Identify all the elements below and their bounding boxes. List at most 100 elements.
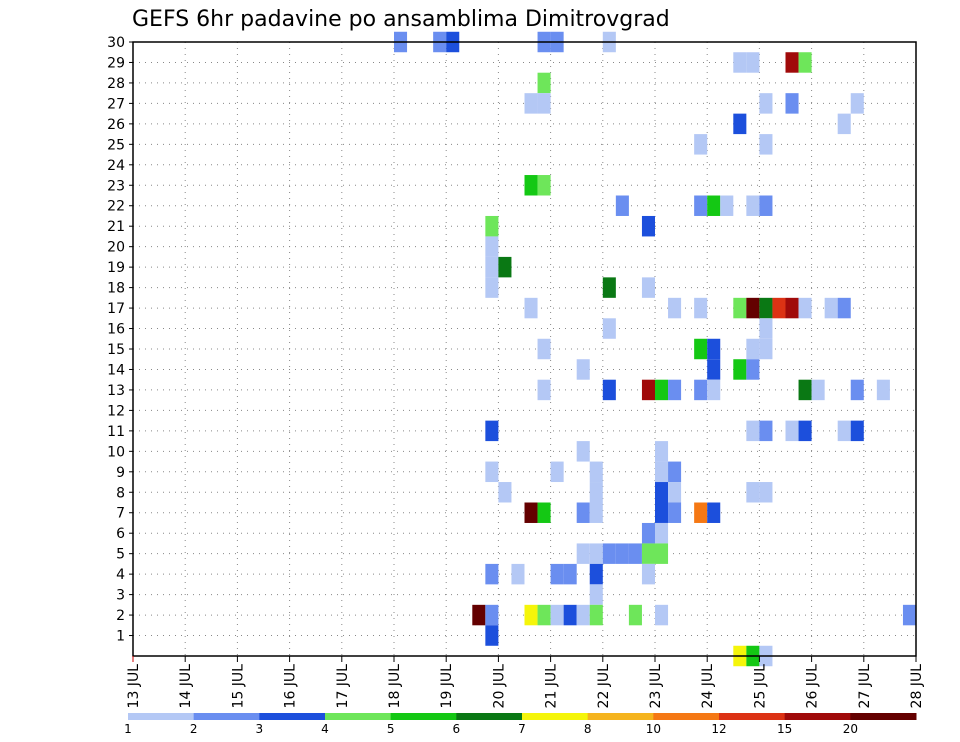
data-cell [707,502,721,523]
y-tick-label: 9 [116,465,125,481]
x-tick-label: 13 JUL [126,664,142,709]
data-cell [589,461,603,483]
data-cell [837,113,851,135]
data-cell [537,175,551,196]
data-cell [694,338,708,360]
y-tick-label: 22 [107,199,125,215]
legend-label: 10 [646,722,661,736]
legend-swatch [325,713,392,720]
data-cell [589,543,603,564]
x-tick-label: 15 JUL [230,664,246,709]
x-tick-label: 19 JUL [439,664,455,709]
legend-swatch [128,713,195,720]
data-cell [563,604,577,626]
data-cell [576,604,590,626]
data-cell [602,318,616,339]
legend-label: 15 [777,722,792,736]
x-tick-label: 26 JUL [805,664,821,709]
y-tick-label: 26 [107,117,125,133]
data-cell [759,420,773,442]
data-cell [550,461,564,483]
data-cell [498,256,512,278]
data-cell [641,215,655,237]
legend-swatch [850,713,917,720]
chart-title: GEFS 6hr padavine po ansamblima Dimitrov… [132,7,670,32]
y-tick-label: 30 [107,35,125,51]
data-cells [394,31,916,667]
data-cell [485,563,499,585]
data-cell [824,297,838,319]
data-cell [707,379,721,401]
data-cell [759,195,773,216]
data-cell [655,379,669,401]
data-cell [759,93,773,114]
data-cell [746,359,760,380]
data-cell [746,52,760,73]
legend-label: 5 [387,722,395,736]
data-cell [694,134,708,155]
data-cell [785,420,799,442]
data-cell [485,461,499,483]
data-cell [641,522,655,544]
data-cell [655,502,669,523]
data-cell [485,604,499,626]
data-cell [537,502,551,523]
data-cell [733,297,747,319]
data-cell [537,93,551,114]
y-tick-label: 19 [107,260,125,276]
data-cell [707,338,721,360]
data-cell [759,318,773,339]
x-tick-label: 16 JUL [283,664,299,709]
data-cell [746,195,760,216]
data-cell [485,277,499,298]
data-cell [576,502,590,523]
legend-swatch [719,713,786,720]
data-cell [589,563,603,585]
y-tick-label: 4 [116,567,125,583]
data-cell [746,482,760,503]
data-cell [759,134,773,155]
data-cell [602,543,616,564]
data-cell [655,543,669,564]
y-tick-label: 3 [116,588,125,604]
data-cell [589,482,603,503]
legend-swatch [456,713,523,720]
data-cell [550,604,564,626]
data-cell [733,359,747,380]
x-tick-label: 23 JUL [648,664,664,709]
data-cell [837,420,851,442]
legend-swatch [193,713,260,720]
data-cell [485,215,499,237]
y-tick-label: 1 [116,629,125,645]
data-cell [524,604,538,626]
data-cell [655,522,669,544]
data-cell [850,379,864,401]
data-cell [668,379,682,401]
legend-swatch [259,713,326,720]
x-tick-label: 22 JUL [596,664,612,709]
data-cell [563,563,577,585]
legend-label: 12 [711,722,726,736]
data-cell [641,543,655,564]
y-tick-label: 7 [116,506,125,522]
data-cell [537,604,551,626]
data-cell [602,379,616,401]
y-tick-label: 21 [107,219,125,235]
y-tick-label: 8 [116,485,125,501]
data-cell [798,52,812,73]
data-cell [655,604,669,626]
y-tick-label: 12 [107,403,125,419]
legend-swatch [390,713,457,720]
data-cell [511,563,525,585]
data-cell [524,297,538,319]
legend-swatch [653,713,720,720]
data-cell [668,482,682,503]
data-cell [746,420,760,442]
color-legend: 1 2 3 4 5 6 7 8 10 12 15 20 [124,713,917,736]
data-cell [537,72,551,94]
x-tick-label: 24 JUL [700,664,716,709]
data-cell [628,543,642,564]
y-tick-label: 20 [107,240,125,256]
data-cell [615,195,629,216]
data-cell [615,543,629,564]
